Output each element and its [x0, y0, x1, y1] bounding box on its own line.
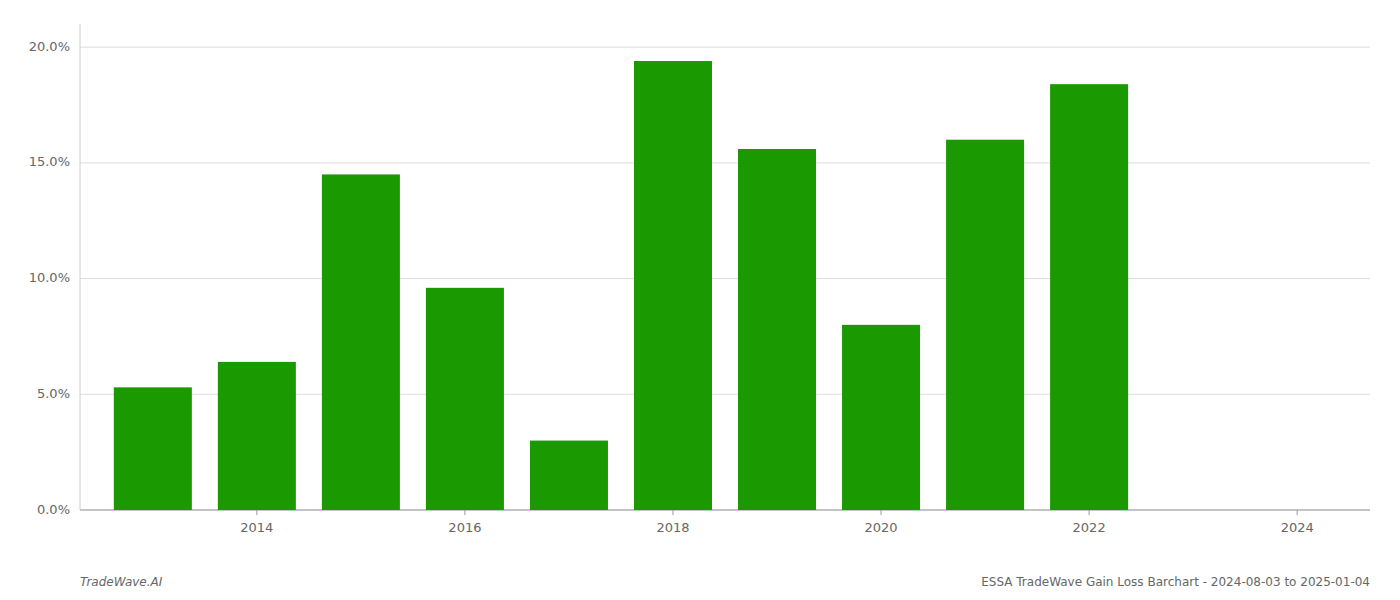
bar [426, 288, 504, 510]
x-tick [256, 510, 257, 515]
x-tick [1089, 510, 1090, 515]
bar [114, 387, 192, 510]
footer-left: TradeWave.AI [80, 575, 163, 589]
x-tick-label: 2016 [448, 520, 481, 535]
x-tick-label: 2024 [1281, 520, 1314, 535]
bar [634, 61, 712, 510]
axes: 0.0% 5.0% 10.0% 15.0% 20.0% 2014 2016 2018 2020 2… [29, 24, 1370, 535]
x-tick-label: 2018 [656, 520, 689, 535]
bar [1050, 84, 1128, 510]
bar [842, 325, 920, 510]
bars [114, 61, 1128, 510]
x-tick [1297, 510, 1298, 515]
grid [80, 47, 1370, 510]
bar [738, 149, 816, 510]
y-tick-label: 20.0% [29, 39, 70, 54]
bar [322, 174, 400, 510]
grid-line [80, 47, 1370, 48]
bar [1154, 510, 1232, 511]
y-axis-line [80, 24, 81, 510]
chart: 0.0% 5.0% 10.0% 15.0% 20.0% 2014 2016 2018 2020 2… [0, 0, 1400, 600]
bar [218, 362, 296, 510]
bar [530, 441, 608, 510]
x-tick-label: 2014 [240, 520, 273, 535]
grid-line [80, 278, 1370, 279]
y-tick-label: 10.0% [29, 270, 70, 285]
x-tick [464, 510, 465, 515]
y-tick-label: 0.0% [37, 502, 70, 517]
x-tick-label: 2022 [1073, 520, 1106, 535]
x-tick [672, 510, 673, 515]
bar [946, 140, 1024, 510]
x-tick [881, 510, 882, 515]
footer-right: ESSA TradeWave Gain Loss Barchart - 2024… [981, 575, 1370, 589]
y-tick-label: 5.0% [37, 386, 70, 401]
y-tick-label: 15.0% [29, 154, 70, 169]
x-tick-label: 2020 [865, 520, 898, 535]
grid-line [80, 162, 1370, 163]
